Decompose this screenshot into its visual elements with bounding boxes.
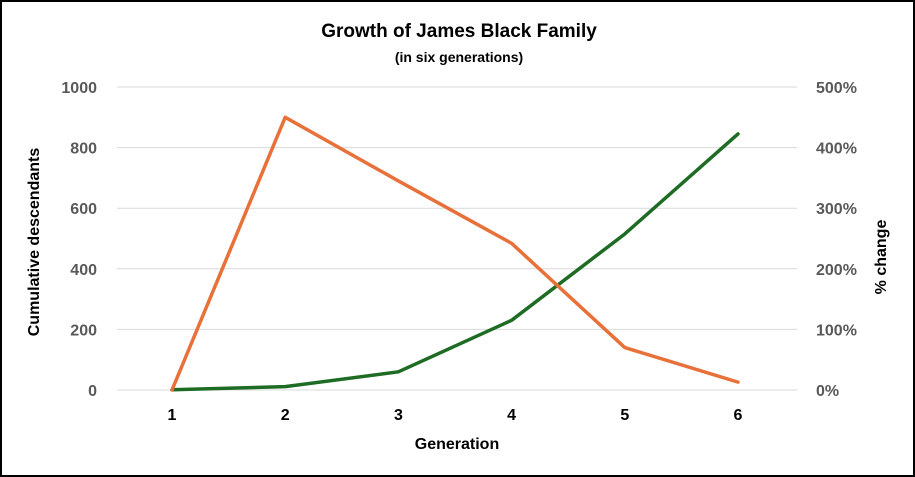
x-tick-label: 6 xyxy=(734,407,743,424)
right-tick-label: 100% xyxy=(816,322,857,339)
series-layer xyxy=(170,115,740,392)
right-axis-ticks: 0% 100% 200% 300% 400% 500% xyxy=(816,80,857,400)
left-axis-ticks: 0 200 400 600 800 1000 xyxy=(61,80,97,400)
gridlines xyxy=(117,86,797,391)
right-tick-label: 200% xyxy=(816,262,857,279)
x-axis-ticks: 1 2 3 4 5 6 xyxy=(168,407,743,424)
chart-subtitle: (in six generations) xyxy=(395,49,523,65)
right-tick-label: 0% xyxy=(816,383,839,400)
x-tick-label: 4 xyxy=(507,407,516,424)
series-line-2 xyxy=(170,115,740,392)
series-line-1 xyxy=(170,132,740,392)
chart-title: Growth of James Black Family xyxy=(321,21,597,42)
right-tick-label: 500% xyxy=(816,80,857,97)
right-axis-label: % change xyxy=(873,220,890,295)
left-tick-label: 0 xyxy=(88,383,97,400)
x-tick-label: 3 xyxy=(394,407,403,424)
x-tick-label: 1 xyxy=(168,407,177,424)
x-axis-label: Generation xyxy=(415,436,499,453)
x-tick-label: 5 xyxy=(620,407,629,424)
left-tick-label: 600 xyxy=(70,201,97,218)
left-axis-label: Cumulative descendants xyxy=(26,148,43,337)
right-tick-label: 300% xyxy=(816,201,857,218)
left-tick-label: 1000 xyxy=(61,80,97,97)
right-tick-label: 400% xyxy=(816,141,857,158)
x-tick-label: 2 xyxy=(281,407,290,424)
left-tick-label: 800 xyxy=(70,141,97,158)
left-tick-label: 400 xyxy=(70,262,97,279)
left-tick-label: 200 xyxy=(70,322,97,339)
